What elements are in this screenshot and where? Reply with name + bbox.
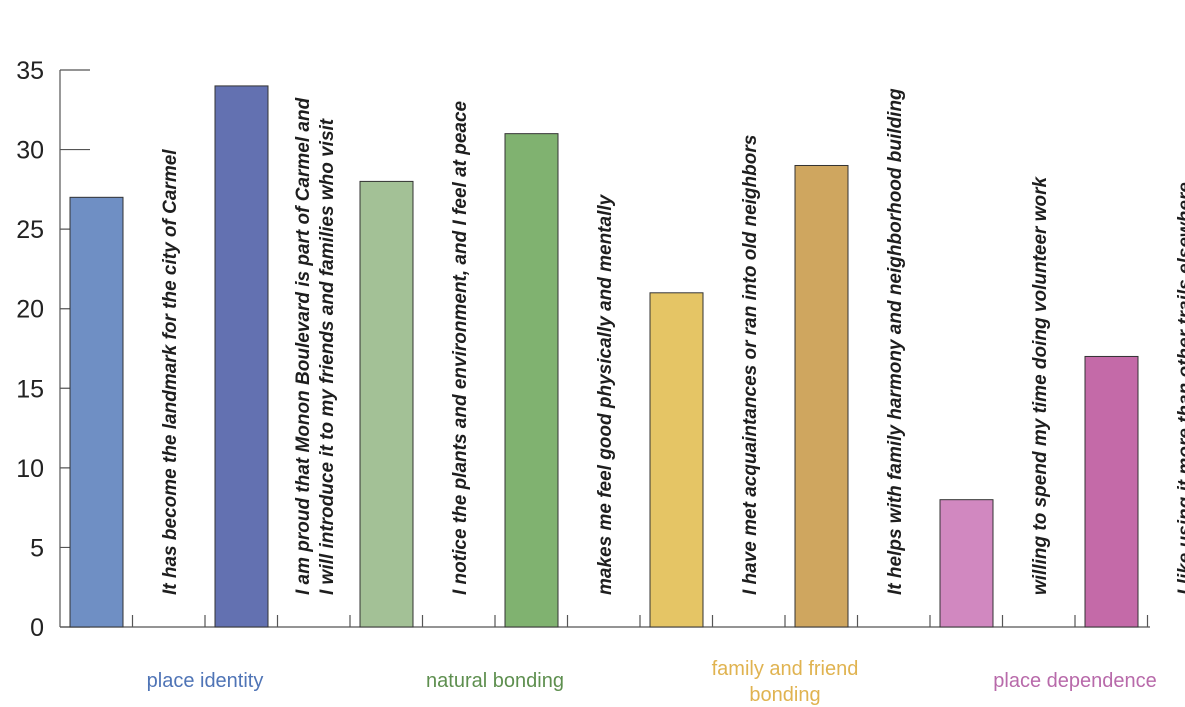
- bar-label-line: I have met acquaintances or ran into old…: [740, 135, 761, 595]
- group-labels: place identity natural bonding family and …: [147, 658, 1157, 706]
- y-tick-label: 0: [30, 614, 44, 642]
- y-tick-label: 35: [16, 57, 44, 85]
- bar: [794, 164, 849, 628]
- bar: [1084, 355, 1139, 628]
- bar-label-line: It helps with family harmony and neighbo…: [885, 88, 906, 595]
- group-label: bonding: [749, 684, 820, 706]
- axes: 0 5 10 15 20 25 30 35: [16, 57, 1150, 642]
- bar: [214, 85, 269, 628]
- bar: [69, 196, 124, 628]
- bar: [649, 292, 704, 628]
- y-tick-label: 15: [16, 375, 44, 403]
- bar-label-line: willing to spend my time doing volunteer…: [1030, 176, 1051, 595]
- bar-labels: It has become the landmark for the city …: [160, 88, 1185, 595]
- bar: [939, 499, 994, 628]
- y-tick-label: 5: [30, 534, 44, 562]
- bar-label-line: I will introduce it to my friends and fa…: [317, 118, 338, 595]
- group-label: natural bonding: [426, 670, 564, 692]
- bar-label-line: It has become the landmark for the city …: [160, 149, 181, 595]
- group-label: family and friend: [712, 658, 859, 680]
- bar-label-line: I am proud that Monon Boulevard is part …: [293, 97, 314, 595]
- bar: [359, 180, 414, 628]
- bar-label-line: I notice the plants and environment, and…: [450, 100, 471, 595]
- group-label: place dependence: [993, 670, 1156, 692]
- bars: [69, 85, 1139, 628]
- group-label: place identity: [147, 670, 264, 692]
- y-tick-label: 30: [16, 137, 44, 165]
- y-tick-label: 10: [16, 455, 44, 483]
- bar-label-line: I like using it more than other trails e…: [1175, 182, 1185, 595]
- y-tick-label: 25: [16, 216, 44, 244]
- y-tick-label: 20: [16, 296, 44, 324]
- bar-label-line: makes me feel good physically and mental…: [595, 193, 616, 595]
- bar: [504, 133, 559, 628]
